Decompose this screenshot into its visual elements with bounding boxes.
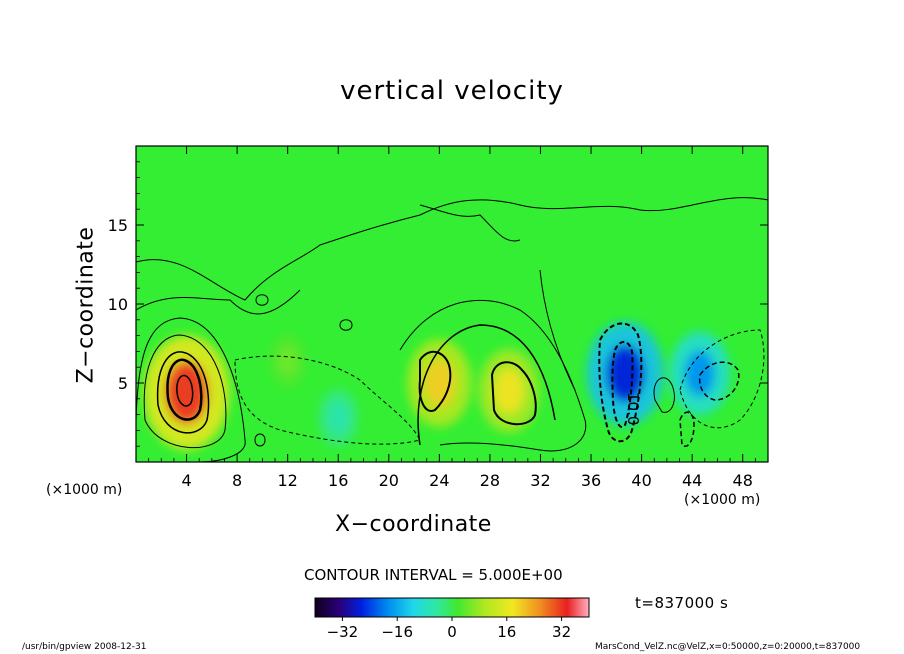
x-tick-label: 20: [379, 471, 399, 490]
colorbar: [314, 597, 590, 618]
contour-pos-loop-b: [490, 361, 537, 426]
contour-top-wiggle: [419, 204, 521, 242]
y-axis: 5 10 15: [108, 161, 768, 447]
contour-neg-right: [698, 361, 740, 401]
x-tick-label: 24: [429, 471, 449, 490]
x-tick-label: 8: [232, 471, 242, 490]
footer-source: MarsCond_VelZ.nc@VelZ,x=0:50000,z=0:2000…: [595, 642, 861, 652]
contour-interval-label: CONTOUR INTERVAL = 5.000E+00: [304, 566, 563, 584]
x-axis: 4 8 12 16 20 24 28 32 36 40 44 48: [148, 146, 756, 490]
colorbar-tick-label: 16: [497, 623, 516, 641]
time-label: t=837000 s: [635, 594, 729, 612]
colorbar-ticks: −32 −16 0 16 32: [327, 617, 571, 641]
y-tick-label: 15: [108, 216, 128, 235]
contour-pos-lower-right: [653, 377, 675, 413]
contour-small-oval3: [254, 433, 266, 447]
contour-dashed-valley: [234, 355, 421, 445]
contour-pos-arch2: [417, 324, 556, 446]
x-axis-label: X−coordinate: [335, 512, 492, 537]
y-tick-label: 5: [118, 374, 128, 393]
contour-zero-mid: [136, 289, 301, 315]
field-feature-core: [278, 345, 297, 377]
field-feature-core: [606, 345, 645, 402]
x-tick-label: 4: [181, 471, 191, 490]
contour-pos-arch1: [399, 299, 587, 452]
colorbar-tick-label: −32: [327, 623, 359, 641]
contour-value-label: 10.0: [624, 392, 642, 425]
field-feature-core: [493, 367, 524, 414]
contour-pos-ring2: [156, 351, 210, 434]
contour-neg-core-inner: [611, 341, 634, 428]
contour-small-oval1: [255, 294, 269, 306]
x-tick-label: 12: [278, 471, 298, 490]
contour-zero-left: [136, 317, 246, 462]
x-axis-unit-left: (×1000 m): [46, 482, 123, 498]
y-tick-label: 10: [108, 295, 128, 314]
contour-pos-vertical: [539, 269, 576, 391]
x-axis-unit-right: (×1000 m): [684, 492, 761, 508]
contour-small-oval2: [339, 319, 353, 331]
x-tick-label: 28: [480, 471, 500, 490]
colorbar-tick-label: −16: [381, 623, 413, 641]
x-tick-label: 16: [328, 471, 348, 490]
contour-pos-ring1: [143, 334, 227, 449]
contour-pos-core: [176, 374, 194, 407]
contour-neg-core-ring: [598, 322, 643, 443]
x-tick-label: 36: [581, 471, 601, 490]
colorbar-tick-label: 32: [552, 623, 571, 641]
contour-pos-ring3: [166, 358, 203, 421]
chart-title: vertical velocity: [340, 76, 564, 106]
footer-command: /usr/bin/gpview 2008-12-31: [22, 642, 147, 652]
colorbar-tick-label: 0: [447, 623, 457, 641]
field-feature-core: [423, 358, 456, 408]
x-tick-label: 32: [530, 471, 550, 490]
y-axis-label: Z−coordinate: [73, 226, 99, 384]
field-feature-core: [328, 402, 348, 434]
x-tick-label: 48: [733, 471, 753, 490]
contour-pos-loop-a: [418, 350, 452, 412]
field-feature-core: [684, 350, 715, 397]
x-tick-label: 44: [682, 471, 702, 490]
x-tick-label: 40: [631, 471, 651, 490]
contour-zero-upper: [136, 197, 768, 301]
plot-area: 10.0: [136, 146, 768, 462]
contour-neg-lower: [679, 411, 695, 447]
